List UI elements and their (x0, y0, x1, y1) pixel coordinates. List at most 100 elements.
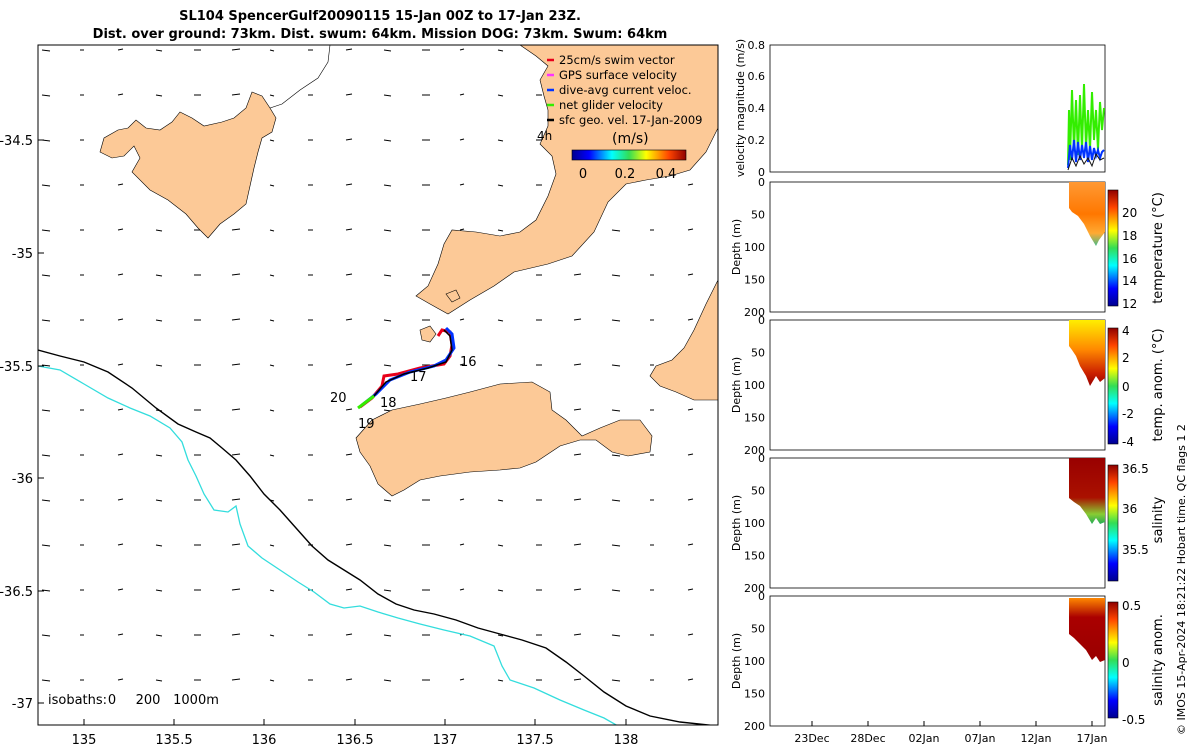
legend-time-label: 4h (537, 129, 552, 143)
track-day-label: 20 (330, 391, 347, 406)
panel-colorbar-tick: -4 (1122, 435, 1134, 449)
panel-colorbar-tick: 20 (1122, 206, 1137, 220)
velocity-tick-label: 0.6 (748, 70, 766, 83)
lon-tick-label: 138 (614, 733, 639, 748)
glider-track (357, 326, 456, 410)
depth-tick-label: 150 (744, 550, 765, 563)
panel-colorbar-tick: 0.5 (1122, 599, 1141, 613)
lat-tick-label: -36.5 (0, 585, 33, 600)
panel-colorbar-tick: -2 (1122, 407, 1134, 421)
map-lat-ticks: -34.5 -35 -35.5 -36 -36.5 -37 (0, 134, 44, 712)
colorbar-label: (m/s) (612, 131, 649, 147)
land-eyre-peninsula (38, 45, 331, 239)
legend-entry: dive-avg current veloc. (559, 83, 692, 97)
panel-colorbar-tick: 2 (1122, 351, 1130, 365)
panel-colorbar-tick: 36.5 (1122, 462, 1149, 476)
depth-ylabel: Depth (m) (730, 495, 743, 551)
depth-tick-label: 100 (744, 517, 765, 530)
track-day-label: 19 (358, 417, 375, 432)
depth-tick-label: 0 (758, 314, 765, 327)
sal-anom-section (1069, 598, 1105, 662)
isobaths-label: isobaths: (48, 693, 107, 708)
salinity-section (1069, 458, 1105, 524)
salinity-colorbar (1107, 464, 1119, 582)
legend-entry: sfc geo. vel. 17-Jan-2009 (559, 113, 703, 127)
speed-colorbar-ticks: 0 0.2 0.4 (579, 167, 676, 182)
colorbar-tick-label: 0 (579, 167, 587, 182)
lon-tick-label: 137.5 (516, 733, 553, 748)
lat-tick-label: -36 (12, 472, 33, 487)
isobath-200m (38, 365, 618, 725)
legend-entry: 25cm/s swim vector (559, 53, 675, 67)
time-tick-label: 02Jan (909, 732, 940, 745)
time-tick-label: 28Dec (850, 732, 885, 745)
temp-anom-colorbar (1107, 327, 1119, 445)
depth-tick-label: 50 (751, 209, 765, 222)
panel-colorbar-tick: 12 (1122, 297, 1137, 311)
map-lon-ticks: 135 135.5 136 136.5 137 137.5 138 (72, 719, 639, 748)
time-tick-label: 12Jan (1021, 732, 1052, 745)
depth-tick-label: 0 (758, 590, 765, 603)
panel-colorbar-tick: 4 (1122, 324, 1130, 338)
velocity-panel (769, 44, 1106, 173)
panel-colorbar-label: salinity (1151, 496, 1166, 543)
panel-colorbar-tick: 18 (1122, 229, 1137, 243)
depth-tick-label: 200 (744, 582, 765, 595)
panel-colorbar-tick: 35.5 (1122, 543, 1149, 557)
legend-entry: net glider velocity (559, 98, 663, 112)
lat-tick-label: -34.5 (0, 134, 33, 149)
lat-tick-label: -37 (12, 697, 33, 712)
lat-tick-label: -35 (12, 247, 33, 262)
velocity-tick-label: 0.4 (748, 102, 766, 115)
speed-colorbar (571, 149, 687, 161)
velocity-series (1067, 83, 1105, 171)
sal-anom-panel (769, 595, 1106, 727)
lon-tick-label: 137 (433, 733, 458, 748)
depth-tick-label: 0 (758, 176, 765, 189)
isobath-value: 1000m (173, 693, 219, 708)
lon-tick-label: 135 (72, 733, 97, 748)
plot-title-line2: Dist. over ground: 73km. Dist. swum: 64k… (92, 27, 668, 42)
track-day-label: 16 (460, 355, 477, 370)
velocity-tick-label: 0 (758, 166, 765, 179)
depth-tick-label: 200 (744, 444, 765, 457)
sal-anom-colorbar (1107, 601, 1119, 719)
depth-ylabel: Depth (m) (730, 219, 743, 275)
depth-tick-label: 150 (744, 274, 765, 287)
temp-anom-panel (769, 319, 1106, 451)
time-tick-label: 23Dec (794, 732, 829, 745)
depth-tick-label: 50 (751, 485, 765, 498)
lon-tick-label: 136 (252, 733, 277, 748)
velocity-ylabel: velocity magnitude (m/s) (734, 39, 747, 177)
isobath-0m (38, 349, 716, 725)
depth-tick-label: 150 (744, 412, 765, 425)
panel-colorbar-tick: 0 (1122, 656, 1130, 670)
depth-tick-label: 50 (751, 623, 765, 636)
temp-anom-section (1069, 320, 1105, 386)
temperature-panel (769, 181, 1106, 313)
land-fleurieu (649, 279, 718, 401)
track-day-label: 17 (410, 370, 427, 385)
time-tick-label: 07Jan (965, 732, 996, 745)
depth-ylabel: Depth (m) (730, 357, 743, 413)
isobaths-key: 0 200 1000m (108, 693, 219, 708)
isobath-value: 200 (136, 693, 161, 708)
copyright-footer: © IMOS 15-Apr-2024 18:21:22 Hobart time.… (1175, 424, 1188, 735)
depth-tick-label: 200 (744, 720, 765, 733)
time-tick-label: 17Jan (1077, 732, 1108, 745)
panel-colorbar-tick: 16 (1122, 252, 1137, 266)
lon-tick-label: 135.5 (155, 733, 192, 748)
temperature-section (1069, 182, 1105, 246)
temperature-colorbar (1107, 189, 1119, 307)
track-day-labels: 16 17 18 19 20 (330, 355, 477, 432)
plot-title-line1: SL104 SpencerGulf20090115 15-Jan 00Z to … (179, 9, 581, 24)
depth-ylabel: Depth (m) (730, 633, 743, 689)
glider-track-map: -34.5 -35 -35.5 -36 -36.5 -37 135 135.5 136 136.… (0, 44, 719, 748)
track-day-label: 18 (380, 396, 397, 411)
depth-tick-label: 150 (744, 688, 765, 701)
depth-tick-label: 200 (744, 306, 765, 319)
panel-colorbar-tick: 36 (1122, 502, 1137, 516)
